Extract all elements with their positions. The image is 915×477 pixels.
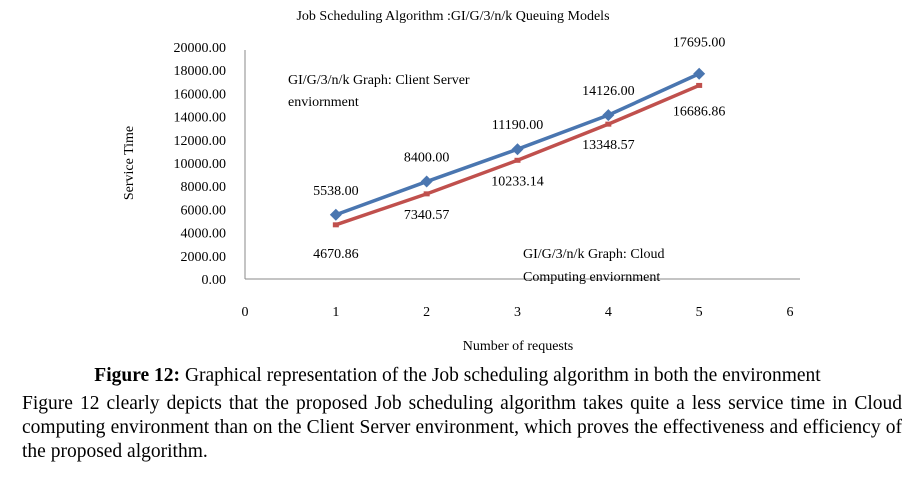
cloud-data-label: 4670.86 — [313, 247, 359, 262]
y-tick-label: 8000.00 — [181, 180, 227, 195]
data-point-marker — [329, 208, 342, 221]
client-series-annotation-2: enviornment — [288, 95, 359, 110]
data-point-marker — [605, 121, 612, 127]
cloud-series-annotation-1: GI/G/3/n/k Graph: Cloud — [523, 247, 665, 262]
y-tick-label: 10000.00 — [174, 157, 227, 172]
client-data-label: 11190.00 — [492, 118, 543, 133]
y-tick-label: 12000.00 — [174, 134, 227, 149]
x-tick-label: 1 — [332, 305, 339, 320]
body-paragraph: Figure 12 clearly depicts that the propo… — [22, 393, 902, 462]
line-chart: Job Scheduling Algorithm :GI/G/3/n/k Que… — [122, 9, 800, 354]
data-point-marker — [693, 67, 706, 80]
cloud-data-label: 13348.57 — [582, 138, 635, 153]
cloud-data-label: 16686.86 — [673, 104, 726, 119]
y-tick-label: 4000.00 — [181, 227, 227, 242]
cloud-series-annotation-2: Computing enviornment — [523, 270, 660, 285]
x-tick-label: 3 — [514, 305, 521, 320]
data-point-marker — [423, 191, 430, 197]
data-point-marker — [332, 222, 339, 228]
x-tick-label: 6 — [787, 305, 794, 320]
y-tick-label: 6000.00 — [181, 203, 227, 218]
x-tick-label: 5 — [696, 305, 703, 320]
client-series-annotation-1: GI/G/3/n/k Graph: Client Server — [288, 73, 470, 88]
y-tick-label: 16000.00 — [174, 87, 227, 102]
figure-caption: Figure 12: Graphical representation of t… — [0, 364, 915, 388]
cloud-data-label: 7340.57 — [404, 208, 450, 223]
chart-title: Job Scheduling Algorithm :GI/G/3/n/k Que… — [296, 9, 609, 24]
figure-label: Figure 12: — [94, 365, 181, 386]
y-tick-label: 0.00 — [202, 273, 227, 288]
y-axis-label: Service Time — [122, 126, 137, 200]
data-point-marker — [514, 157, 521, 163]
data-point-marker — [420, 175, 433, 188]
y-tick-label: 2000.00 — [181, 250, 227, 265]
data-point-marker — [511, 143, 524, 156]
client-data-label: 17695.00 — [673, 36, 726, 51]
client-data-label: 8400.00 — [404, 151, 450, 166]
x-tick-label: 2 — [423, 305, 430, 320]
client-data-label: 5538.00 — [313, 184, 359, 199]
data-point-marker — [696, 82, 703, 88]
y-tick-label: 14000.00 — [174, 111, 227, 126]
y-tick-label: 20000.00 — [174, 41, 227, 56]
data-point-marker — [602, 109, 615, 122]
y-tick-label: 18000.00 — [174, 64, 227, 79]
x-axis-label: Number of requests — [463, 339, 573, 354]
x-tick-label: 0 — [242, 305, 249, 320]
client-data-label: 14126.00 — [582, 84, 635, 99]
cloud-data-label: 10233.14 — [491, 174, 544, 189]
x-tick-label: 4 — [605, 305, 612, 320]
figure-caption-text: Graphical representation of the Job sche… — [180, 365, 821, 386]
